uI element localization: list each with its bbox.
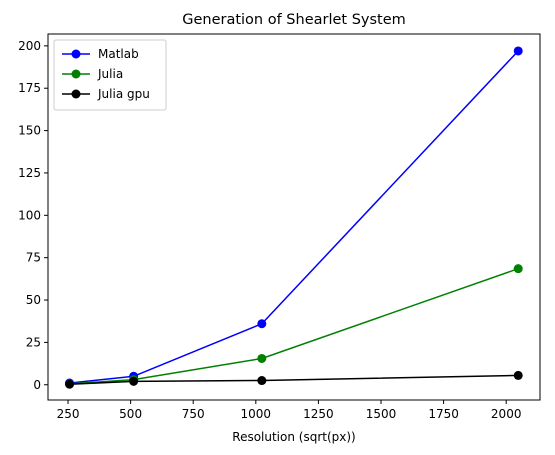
x-tick-label: 1250: [303, 407, 334, 421]
y-tick-label: 175: [18, 81, 41, 95]
data-point-matlab: [257, 319, 267, 329]
plot-area: 250 500 750 1000 1250 1500 1750 2000 0 25 50 75 100 1…: [18, 33, 541, 421]
y-tick-label: 50: [26, 293, 41, 307]
data-point-julia: [513, 264, 523, 274]
legend-label-matlab: Matlab: [98, 47, 139, 61]
x-tick-label: 750: [182, 407, 205, 421]
legend-marker-julia-gpu: [71, 89, 81, 99]
data-point-julia-gpu: [513, 370, 523, 380]
data-point-julia: [257, 353, 267, 363]
y-tick-label: 125: [18, 166, 41, 180]
x-tick-label: 500: [119, 407, 142, 421]
x-tick-label: 250: [57, 407, 80, 421]
data-point-julia-gpu: [129, 376, 139, 386]
legend-marker-julia: [71, 69, 81, 79]
series-line-matlab: [69, 50, 519, 384]
chart-title: Generation of Shearlet System: [182, 12, 406, 28]
series-line-julia: [69, 267, 519, 385]
y-tick-label: 100: [18, 208, 41, 222]
x-tick-label: 1750: [428, 407, 459, 421]
x-tick-label: 2000: [491, 407, 522, 421]
data-point-julia-gpu: [65, 379, 75, 389]
legend-label-julia-gpu: Julia gpu: [97, 87, 150, 101]
data-point-julia-gpu: [257, 376, 267, 386]
y-tick-label: 150: [18, 124, 41, 138]
y-tick-label: 25: [26, 335, 41, 349]
y-tick-label: 200: [18, 39, 41, 53]
series-line-julia-gpu: [69, 374, 519, 385]
legend-box: [53, 39, 167, 111]
axes-frame: [47, 33, 541, 401]
y-tick-label: 75: [26, 251, 41, 265]
data-point-matlab: [513, 46, 523, 56]
x-axis-label: Resolution (sqrt(px)): [232, 430, 355, 444]
y-tick-label: 0: [33, 378, 41, 392]
legend-marker-matlab: [71, 49, 81, 59]
x-tick-label: 1500: [366, 407, 397, 421]
legend-label-julia: Julia: [97, 67, 123, 81]
x-tick-label: 1000: [241, 407, 272, 421]
